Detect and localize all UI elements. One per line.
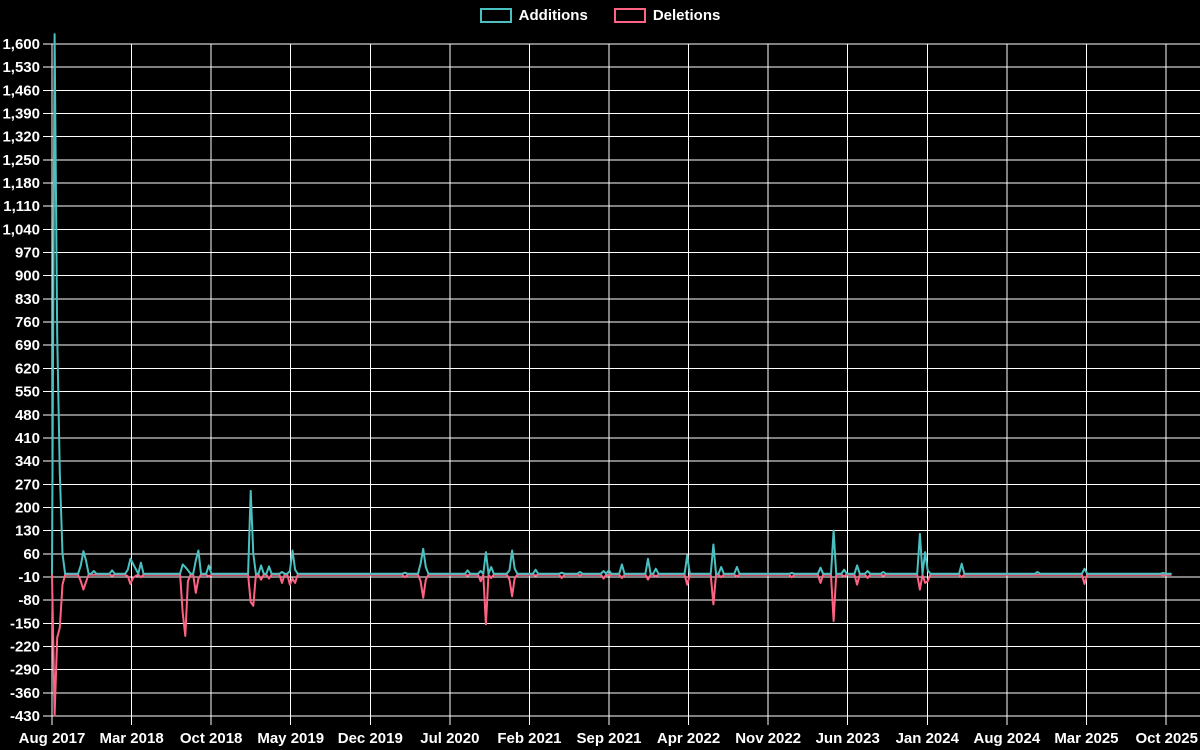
y-tick-label: 1,110 [3,198,40,215]
y-tick-label: 1,180 [2,175,40,192]
y-gridlines [52,43,1200,717]
legend-item-additions[interactable]: Additions [479,7,588,24]
y-tick-label: -80 [18,592,40,609]
y-tick-label: 760 [15,314,40,331]
legend-item-deletions[interactable]: Deletions [613,7,721,24]
y-tick-label: 970 [15,245,40,262]
y-tick-label: 340 [15,453,40,470]
y-tick-label: 480 [15,407,40,424]
x-tick-label: Jun 2023 [816,730,880,747]
x-tick-labels: Aug 2017 Mar 2018 Oct 2018 May 2019 Dec 2019… [19,730,1198,747]
y-tick-label: 270 [15,476,40,493]
x-tick-label: Oct 2018 [180,730,243,747]
y-tick-label: -150 [10,615,40,632]
additions-swatch-icon [479,8,512,23]
y-tick-label: 1,460 [2,82,40,99]
x-tick-label: Jul 2020 [420,730,479,747]
y-tick-label: 1,530 [2,59,40,76]
x-tick-label: Aug 2017 [19,730,86,747]
y-tick-label: 830 [15,291,40,308]
deletions-line [51,573,1172,717]
x-tick-label: Feb 2021 [497,730,561,747]
y-tick-label: 200 [15,499,40,516]
y-tick-label: -430 [10,708,40,725]
x-tick-label: Aug 2024 [974,730,1041,747]
legend-label-deletions: Deletions [652,7,721,24]
y-tick-label: 130 [15,523,40,540]
y-tick-label: -290 [10,662,40,679]
y-tick-label: -220 [10,638,40,655]
y-tick-label: 1,320 [2,129,40,146]
y-tick-label: 1,040 [2,221,40,238]
y-tick-label: -360 [10,685,40,702]
legend-label-additions: Additions [518,7,588,24]
x-tick-label: Jan 2024 [896,730,960,747]
x-tick-label: Oct 2025 [1135,730,1198,747]
x-tick-label: Dec 2019 [338,730,403,747]
deletions-swatch-icon [613,8,646,23]
y-tick-label: 410 [15,430,40,447]
x-tick-label: Nov 2022 [735,730,801,747]
axis-ticks [43,43,1167,725]
x-tick-label: May 2019 [257,730,324,747]
y-tick-label: 550 [15,384,40,401]
chart-legend: Additions Deletions [0,8,1200,23]
x-tick-label: Apr 2022 [657,730,720,747]
y-tick-label: 620 [15,360,40,377]
y-tick-label: 1,250 [2,152,40,169]
x-tick-label: Mar 2025 [1054,730,1118,747]
y-tick-label: 1,600 [2,36,40,53]
x-tick-label: Sep 2021 [576,730,641,747]
y-tick-label: 60 [23,546,40,563]
y-tick-labels: 1,600 1,530 1,460 1,390 1,320 1,250 1,180 1,110… [2,36,40,725]
y-tick-label: 900 [15,268,40,285]
additions-line [51,33,1172,575]
y-tick-label: 690 [15,337,40,354]
x-gridlines [51,44,1167,716]
y-tick-label: -10 [18,569,40,586]
x-tick-label: Mar 2018 [99,730,163,747]
y-tick-label: 1,390 [2,106,40,123]
